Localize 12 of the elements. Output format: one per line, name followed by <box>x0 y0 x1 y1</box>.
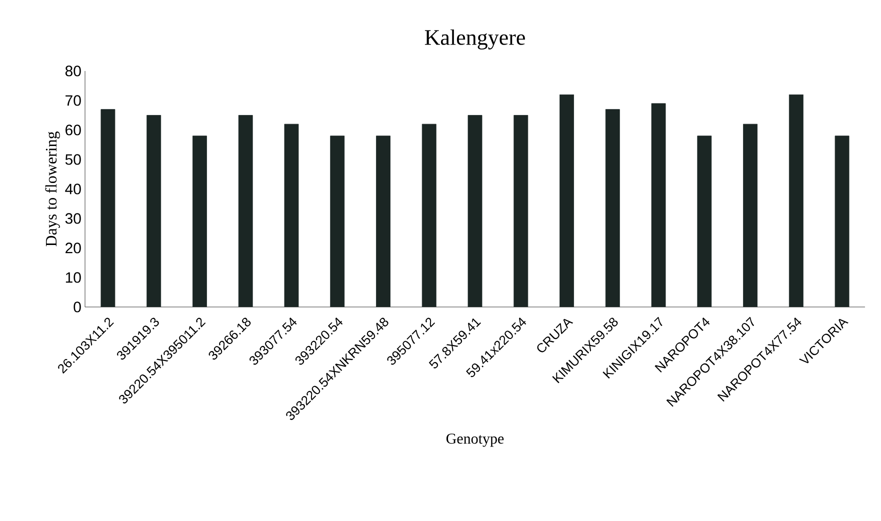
y-tick-label: 60 <box>66 124 81 136</box>
y-tick-label: 40 <box>65 184 81 194</box>
chart-title: Kalengyere <box>424 29 525 50</box>
x-axis-title: Genotype <box>446 434 504 447</box>
y-tick-label: 80 <box>65 66 81 76</box>
y-tick-label: 50 <box>65 154 81 165</box>
y-tick-label: 0 <box>74 302 81 312</box>
y-tick-label: 20 <box>66 242 81 254</box>
y-tick-label: 10 <box>66 272 81 283</box>
y-axis-title: Days to flowering <box>45 132 60 246</box>
y-tick-label: 30 <box>65 213 81 224</box>
y-tick-label: 70 <box>66 95 81 106</box>
